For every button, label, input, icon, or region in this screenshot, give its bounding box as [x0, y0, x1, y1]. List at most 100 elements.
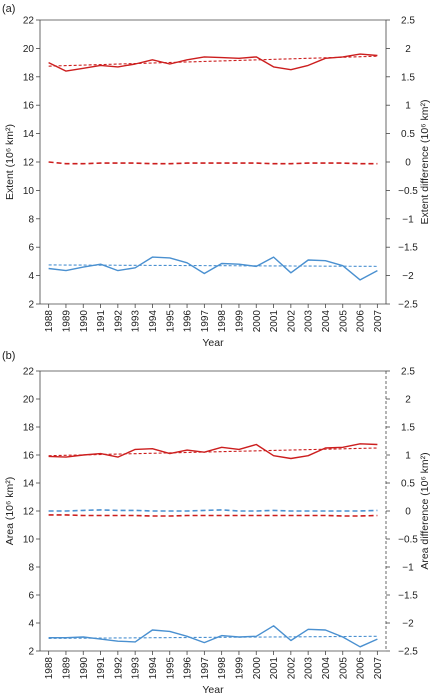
y-tick-label-left: 4: [28, 619, 34, 630]
x-tick-label: 1993: [131, 310, 142, 333]
x-tick-label: 1990: [79, 310, 90, 333]
x-tick-label: 2005: [338, 310, 349, 333]
x-tick-label: 1995: [165, 310, 176, 333]
series-line-2: [48, 256, 378, 281]
x-tick-label: 2003: [304, 310, 315, 333]
x-tick-label: 2001: [269, 310, 280, 333]
y-tick-label-left: 12: [23, 507, 35, 518]
x-tick-label: 2002: [286, 310, 297, 333]
x-tick-label: 1999: [234, 310, 245, 333]
y-tick-label-left: 14: [23, 129, 35, 140]
series-line-2: [48, 509, 378, 512]
y-tick-label-right: −2: [402, 271, 414, 282]
series-line-0: [48, 443, 378, 460]
x-tick-label: 1990: [79, 657, 90, 680]
y-tick-label-left: 2: [28, 300, 34, 311]
y-tick-label-right: 0.5: [401, 129, 415, 140]
x-tick-label: 1988: [44, 310, 55, 333]
panel-label: (b): [2, 350, 15, 362]
y-tick-label-right: 2.5: [401, 367, 415, 378]
y-tick-label-left: 22: [23, 367, 35, 378]
y-tick-label-left: 20: [23, 44, 35, 55]
x-tick-label: 1989: [61, 657, 72, 680]
x-tick-label: 1994: [148, 657, 159, 680]
x-tick-label: 2001: [269, 657, 280, 680]
y-tick-label-left: 10: [23, 186, 35, 197]
y-tick-label-right: −1.5: [398, 591, 418, 602]
y-tick-label-right: 2: [405, 44, 411, 55]
y-tick-label-right: −1: [402, 563, 414, 574]
y-tick-label-left: 14: [23, 479, 35, 490]
y-tick-label-left: 22: [23, 16, 35, 27]
x-tick-label: 2007: [373, 310, 384, 333]
y-tick-label-right: 0: [405, 507, 411, 518]
y-tick-label-left: 8: [28, 214, 34, 225]
y-tick-label-right: 0.5: [401, 479, 415, 490]
x-tick-label: 1992: [113, 657, 124, 680]
x-tick-label: 2005: [338, 657, 349, 680]
x-tick-label: 1989: [61, 310, 72, 333]
y-tick-label-left: 2: [28, 647, 34, 658]
x-tick-label: 1997: [200, 310, 211, 333]
panel-b: (b) 2 4 6 8 10 12 14 16 18 20 22 2.5 2 1.5 1 0.5 0 −0.5 −1 −…: [2, 350, 431, 696]
x-tick-label: 1997: [200, 657, 211, 680]
y-tick-label-right: 1.5: [401, 423, 415, 434]
y-tick-label-right: 1: [405, 451, 411, 462]
x-tick-label: 2007: [373, 657, 384, 680]
panel-a: (a) 2 4 6 8 10 12 14 16 18 20 22 2.5 2 1.5 1 0.5 0 −0.5 −1 −…: [2, 3, 431, 349]
x-tick-label: 1995: [165, 657, 176, 680]
x-tick-label: 2000: [252, 657, 263, 680]
x-tick-label: 1992: [113, 310, 124, 333]
x-tick-label: 2000: [252, 310, 263, 333]
x-tick-label: 1998: [217, 310, 228, 333]
x-tick-label: 1996: [183, 657, 194, 680]
panel-label: (a): [2, 3, 15, 15]
x-axis-label: Year: [202, 337, 224, 349]
series-line-1: [48, 161, 378, 165]
y-axis-label-left: Area (10⁶ km²): [4, 477, 16, 546]
y-tick-label-left: 4: [28, 271, 34, 282]
series-line-3: [48, 625, 378, 648]
y-tick-label-left: 18: [23, 423, 35, 434]
x-tick-label: 1998: [217, 657, 228, 680]
series-line-1: [48, 514, 378, 517]
x-tick-label: 2002: [286, 657, 297, 680]
x-tick-label: 2006: [356, 657, 367, 680]
y-tick-label-left: 8: [28, 563, 34, 574]
y-tick-label-right: −0.5: [398, 186, 418, 197]
y-tick-label-right: −1.5: [398, 243, 418, 254]
x-tick-label: 1991: [96, 657, 107, 680]
x-tick-label: 2004: [321, 657, 332, 680]
y-tick-label-right: −0.5: [398, 535, 418, 546]
y-tick-label-right: −2: [402, 619, 414, 630]
y-tick-label-left: 16: [23, 101, 35, 112]
y-tick-label-right: 2.5: [401, 16, 415, 27]
x-tick-label: 1994: [148, 310, 159, 333]
x-tick-label: 1999: [234, 657, 245, 680]
y-axis-label-right: Area difference (10⁶ km²): [419, 452, 431, 569]
x-tick-label: 2003: [304, 657, 315, 680]
x-axis-label: Year: [202, 684, 224, 696]
y-tick-label-left: 20: [23, 395, 35, 406]
y-tick-label-right: −2.5: [398, 300, 418, 311]
x-tick-label: 1993: [131, 657, 142, 680]
y-axis-label-left: Extent (10⁶ km²): [4, 124, 16, 200]
y-tick-label-right: 2: [405, 395, 411, 406]
y-tick-label-left: 10: [23, 535, 35, 546]
y-tick-label-left: 12: [23, 158, 35, 169]
y-axis-label-right: Extent difference (10⁶ km²): [419, 100, 431, 225]
y-tick-label-right: −2.5: [398, 647, 418, 658]
x-tick-label: 2004: [321, 310, 332, 333]
x-tick-label: 2006: [356, 310, 367, 333]
x-tick-label: 1991: [96, 310, 107, 333]
y-tick-label-right: 1: [405, 101, 411, 112]
y-tick-label-left: 6: [28, 591, 34, 602]
y-tick-label-left: 6: [28, 243, 34, 254]
series-line-0: [48, 53, 378, 72]
y-tick-label-right: −1: [402, 214, 414, 225]
y-tick-label-left: 16: [23, 451, 35, 462]
y-tick-label-right: 1.5: [401, 72, 415, 83]
y-tick-label-left: 18: [23, 72, 35, 83]
